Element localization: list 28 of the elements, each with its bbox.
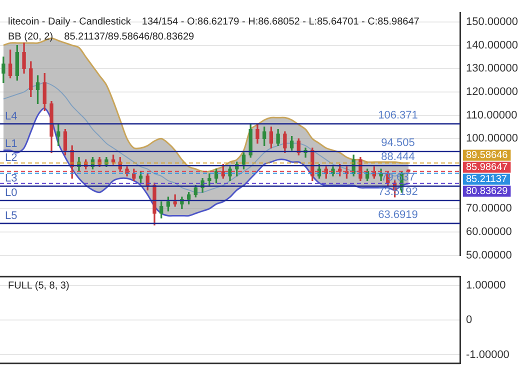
chart-title: litecoin - Daily - Candlestick 134/154 - O:86.62179 - H:86.68052 - L:85.64701 - C:85.98647 (8, 16, 420, 28)
annotation: L2 (5, 152, 18, 164)
y-tick-label: 1.00000 (466, 279, 506, 292)
annotation: L3 (5, 172, 18, 185)
annotation: L0 (5, 187, 18, 200)
y-tick-label: 140.00000 (466, 39, 518, 52)
ref-line-label: 106.371 (378, 109, 418, 122)
ref-line-label: 88.444 (381, 151, 415, 164)
y-tick-label: 100.00000 (466, 132, 518, 145)
ref-line-label: 80.83629 (466, 186, 508, 197)
ref-line-label: 85.21137 (466, 174, 508, 185)
annotation: L1 (5, 138, 18, 150)
annotation: L5 (5, 210, 18, 222)
ref-line-label: 89.58646 (466, 150, 508, 161)
y-tick-label: 110.00000 (466, 109, 518, 122)
ref-line-label: 85.98647 (466, 162, 508, 173)
y-tick-label: 120.00000 (466, 86, 518, 98)
y-tick-label: -1.00000 (466, 348, 510, 361)
annotation: L4 (5, 110, 18, 122)
y-tick-label: 150.00000 (466, 16, 518, 28)
y-tick-label: 60.00000 (466, 226, 512, 238)
chart-title: FULL (5, 8, 3) (8, 280, 70, 292)
y-tick-label: 130.00000 (466, 62, 518, 75)
y-tick-label: 70.00000 (466, 202, 512, 215)
y-tick-label: 0 (466, 314, 472, 326)
ref-line-label: 94.505 (381, 137, 415, 150)
y-tick-label: 50.00000 (466, 249, 512, 262)
ref-line-label: 63.6919 (378, 208, 418, 221)
